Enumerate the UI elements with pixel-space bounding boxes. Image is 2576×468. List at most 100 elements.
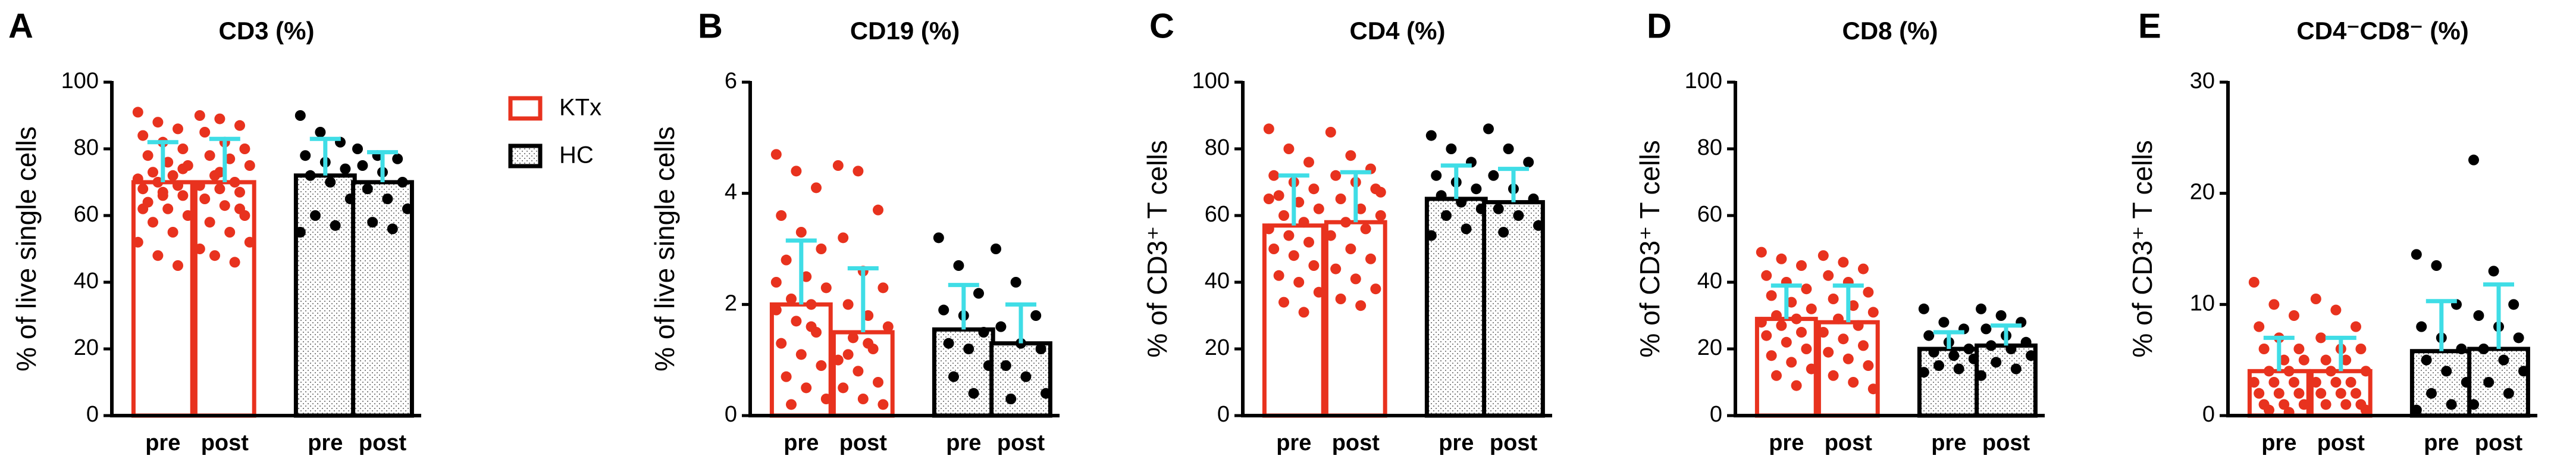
data-point [199,127,211,138]
data-point [387,223,398,235]
data-point [177,143,189,154]
data-point [1471,183,1482,195]
data-point [2478,344,2489,354]
bar [293,173,357,418]
data-point [781,371,792,382]
data-point [1756,317,1767,328]
data-point [194,244,205,254]
panel-title: CD4⁻CD8⁻ (%) [2296,17,2468,45]
data-point [2426,388,2437,399]
data-point [1833,313,1844,325]
data-point [1857,340,1869,351]
data-point [132,236,143,248]
data-point [244,236,255,248]
data-point [1791,313,1802,325]
data-point [1771,370,1782,381]
data-point [1350,273,1361,285]
data-point [1335,294,1346,304]
data-point [1283,143,1295,154]
data-point [1446,143,1457,154]
data-point [1781,336,1792,348]
data-point [2355,344,2367,354]
data-point [204,150,215,161]
data-point [1365,253,1376,264]
data-point [1823,270,1834,281]
data-point [1863,286,1874,298]
error-bar [1770,283,1802,319]
error-bar [147,140,178,182]
x-tick-label: post [2317,430,2365,455]
bar [1424,196,1488,418]
data-point [1976,303,1987,314]
data-point [224,153,236,164]
data-point [1263,223,1274,235]
data-point [1273,270,1284,281]
x-tick-label: pre [784,430,819,455]
panel-letter: E [2138,7,2161,45]
data-point [325,177,336,188]
data-point [1010,277,1021,288]
data-point [791,316,802,327]
x-tick-label: post [1982,430,2030,455]
data-point [294,110,306,121]
panel-letter: D [1647,7,1672,45]
data-point [2005,344,2017,354]
x-tick-label: post [2475,430,2523,455]
data-point [204,217,215,228]
data-point [2483,377,2494,388]
data-point [1330,170,1342,181]
data-point [1928,347,1939,358]
y-tick-label: 20 [1205,335,1230,360]
data-point [1456,196,1467,208]
data-point [1995,310,2007,321]
error-bar [2425,299,2457,351]
data-point [820,394,832,404]
y-tick-label: 100 [1192,68,1230,93]
y-tick-label: 20 [74,335,99,360]
data-point [2350,321,2361,332]
data-point [872,204,883,216]
data-point [2315,388,2327,399]
data-point [2508,299,2519,310]
data-point [770,277,782,288]
data-point [1795,260,1807,271]
data-point [402,203,413,214]
data-point [1263,194,1274,204]
data-point [801,271,812,282]
data-point [810,182,822,194]
data-point [1020,371,1032,382]
data-point [801,382,812,394]
data-point [1761,270,1772,281]
data-point [1857,263,1869,274]
data-point [2264,404,2275,416]
data-point [2350,388,2361,399]
data-point [2248,277,2260,288]
data-point [770,149,782,160]
data-point [214,183,225,195]
data-point [857,394,869,404]
data-point [148,167,159,178]
data-point [838,232,849,244]
data-point [2468,154,2480,166]
data-point [1823,347,1834,358]
data-point [872,377,883,388]
data-point [2293,344,2305,354]
data-point [137,183,149,195]
error-bar [948,283,979,330]
bar [932,327,995,418]
data-point [1963,344,1975,354]
x-tick-label: pre [2261,430,2296,455]
data-point [1985,340,1997,351]
data-point [1923,330,1935,341]
data-point [1828,294,1839,304]
data-point [2288,310,2299,321]
x-tick-label: post [201,430,249,455]
data-point [310,210,321,221]
data-point [1355,203,1367,214]
data-point [795,227,807,238]
data-point [2298,399,2309,410]
data-point [382,194,393,204]
data-point [1278,210,1290,221]
data-point [1345,244,1356,254]
